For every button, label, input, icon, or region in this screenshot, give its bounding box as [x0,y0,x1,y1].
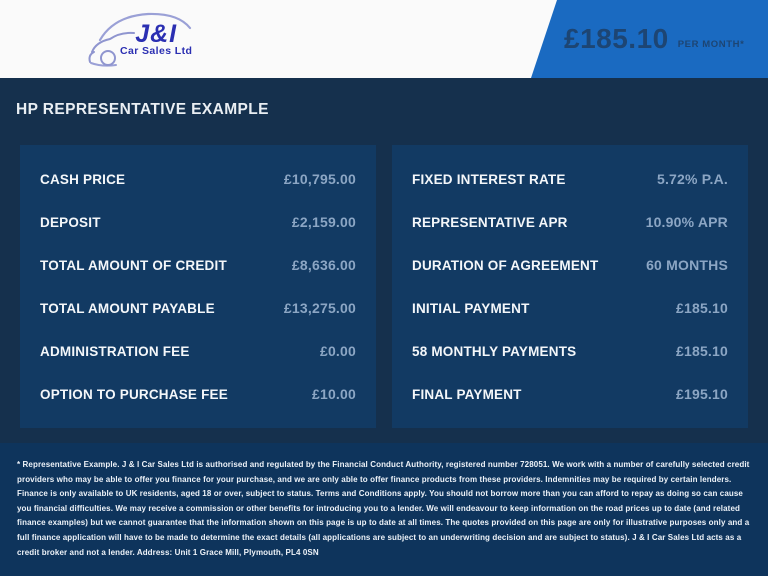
finance-value: 60 MONTHS [646,257,728,273]
page-title: HP REPRESENTATIVE EXAMPLE [16,101,269,118]
finance-label: REPRESENTATIVE APR [412,215,568,230]
finance-label: ADMINISTRATION FEE [40,344,190,359]
finance-row: FIXED INTEREST RATE 5.72% P.A. [412,171,728,187]
finance-value: £8,636.00 [291,257,356,273]
logo-name: J&I [135,20,178,48]
finance-label: DURATION OF AGREEMENT [412,258,599,273]
finance-row: ADMINISTRATION FEE £0.00 [40,343,356,359]
logo-subtitle: Car Sales Ltd [120,45,193,57]
per-month-label: PER MONTH* [677,38,745,50]
finance-label: INITIAL PAYMENT [412,301,530,316]
dealer-logo: J&I Car Sales Ltd [86,6,204,72]
finance-row: 58 MONTHLY PAYMENTS £185.10 [412,343,728,359]
finance-row: INITIAL PAYMENT £185.10 [412,300,728,316]
finance-label: TOTAL AMOUNT OF CREDIT [40,258,227,273]
finance-label: DEPOSIT [40,215,101,230]
finance-label: TOTAL AMOUNT PAYABLE [40,301,215,316]
finance-label: CASH PRICE [40,172,126,187]
finance-row: FINAL PAYMENT £195.10 [412,386,728,402]
finance-row: TOTAL AMOUNT OF CREDIT £8,636.00 [40,257,356,273]
finance-row: CASH PRICE £10,795.00 [40,171,356,187]
finance-value: £195.10 [675,386,728,402]
finance-panel-left: CASH PRICE £10,795.00 DEPOSIT £2,159.00 … [20,145,376,428]
finance-value: £10,795.00 [283,171,356,187]
finance-label: OPTION TO PURCHASE FEE [40,387,228,402]
monthly-price-amount: £185.10 [564,23,669,54]
footer-band: * Representative Example. J & I Car Sale… [0,443,768,576]
finance-panel-right: FIXED INTEREST RATE 5.72% P.A. REPRESENT… [392,145,748,428]
finance-row: REPRESENTATIVE APR 10.90% APR [412,214,728,230]
finance-value: £0.00 [319,343,356,359]
finance-value: 5.72% P.A. [656,171,728,187]
monthly-price-ribbon: £185.10 PER MONTH* [531,0,768,78]
finance-row: DEPOSIT £2,159.00 [40,214,356,230]
finance-value: £10.00 [311,386,356,402]
finance-value: £2,159.00 [291,214,356,230]
finance-row: TOTAL AMOUNT PAYABLE £13,275.00 [40,300,356,316]
finance-value: 10.90% APR [645,214,728,230]
finance-label: 58 MONTHLY PAYMENTS [412,344,577,359]
finance-value: £13,275.00 [283,300,356,316]
finance-label: FINAL PAYMENT [412,387,522,402]
finance-value: £185.10 [675,343,728,359]
car-outline-icon [88,12,192,67]
top-header-bar: J&I Car Sales Ltd £185.10 PER MONTH* [0,0,768,78]
representative-example-disclaimer: * Representative Example. J & I Car Sale… [17,460,750,557]
finance-row: OPTION TO PURCHASE FEE £10.00 [40,386,356,402]
finance-row: DURATION OF AGREEMENT 60 MONTHS [412,257,728,273]
finance-value: £185.10 [675,300,728,316]
finance-label: FIXED INTEREST RATE [412,172,566,187]
logo-text: J&I Car Sales Ltd [120,22,192,57]
